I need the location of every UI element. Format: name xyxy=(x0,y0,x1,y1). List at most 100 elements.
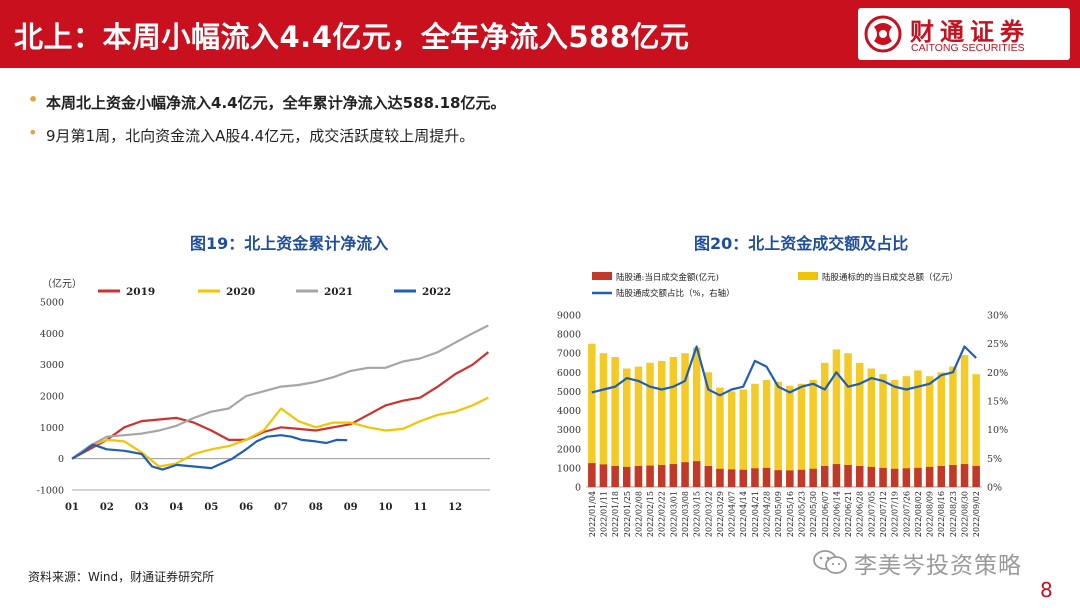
turnover-total-bar xyxy=(797,383,806,487)
x-date-label: 2022/06/21 xyxy=(844,491,853,537)
turnover-total-bar xyxy=(669,357,678,487)
x-date-label: 2022/07/05 xyxy=(867,491,876,537)
legend-label: 陆股通:当日成交金额(亿元) xyxy=(616,272,719,283)
northbound-turnover-bar xyxy=(739,469,747,487)
turnover-total-bar xyxy=(960,355,969,487)
northbound-turnover-bar xyxy=(727,469,736,487)
turnover-total-bar xyxy=(925,376,934,487)
y-unit-label: （亿元） xyxy=(42,277,82,290)
turnover-total-bar xyxy=(972,374,980,487)
turnover-total-bar xyxy=(681,353,689,487)
x-date-label: 2022/03/29 xyxy=(716,491,725,537)
x-date-label: 2022/04/07 xyxy=(728,491,737,537)
x-tick-label: 08 xyxy=(309,502,323,513)
x-tick-label: 05 xyxy=(204,502,218,513)
x-date-label: 2022/09/02 xyxy=(972,491,981,537)
x-date-label: 2022/02/22 xyxy=(658,491,667,537)
y-tick-label: 1000 xyxy=(40,423,64,434)
right-y-tick-label: 20% xyxy=(987,368,1008,379)
left-y-tick-label: 1000 xyxy=(557,463,581,474)
series-line-2020 xyxy=(71,396,489,468)
left-y-tick-label: 7000 xyxy=(557,349,581,360)
left-y-tick-label: 2000 xyxy=(557,444,581,455)
x-date-label: 2022/06/28 xyxy=(856,491,865,537)
x-date-label: 2022/01/25 xyxy=(623,491,632,537)
turnover-total-bar xyxy=(646,362,654,487)
northbound-turnover-bar xyxy=(623,466,631,487)
x-date-label: 2022/03/01 xyxy=(669,491,678,537)
x-date-label: 2022/05/30 xyxy=(809,491,818,537)
left-y-tick-label: 6000 xyxy=(557,368,581,379)
x-tick-label: 10 xyxy=(379,502,393,513)
legend-label: 陆股通标的的当日成交总额（亿元） xyxy=(822,272,958,283)
legend-label-2022: 2022 xyxy=(422,286,451,298)
turnover-total-bar xyxy=(611,357,619,487)
x-tick-label: 07 xyxy=(274,502,288,513)
slide-title: 北上：本周小幅流入4.4亿元，全年净流入588亿元 xyxy=(14,20,690,54)
legend-swatch-bar-yellow xyxy=(798,272,818,280)
bullet-point: 9月第1周，北向资金流入A股4.4亿元，成交活跃度较上周提升。 xyxy=(28,123,505,146)
cumulative-inflow-chart-svg: （亿元） -1000 0 1000 2000 3000 4000 5000 01 02 03 04 05… xyxy=(37,277,490,513)
northbound-turnover-bar xyxy=(809,468,817,487)
caitong-logo-icon xyxy=(864,15,902,53)
x-date-label: 2022/08/02 xyxy=(914,491,923,537)
logo-english-name: CAITONG SECURITIES xyxy=(911,42,1025,54)
x-date-label: 2022/04/28 xyxy=(763,491,772,537)
turnover-chart-svg: 陆股通:当日成交金额(亿元) 陆股通标的的当日成交总额（亿元） 陆股通成交额占比（%… xyxy=(557,272,1008,537)
legend-label-2021: 2021 xyxy=(324,286,353,298)
legend-label: 陆股通成交额占比（%，右轴） xyxy=(616,288,735,299)
left-y-tick-label: 8000 xyxy=(557,330,581,341)
turnover-total-bar xyxy=(658,360,666,487)
x-date-label: 2022/01/18 xyxy=(611,491,620,537)
left-y-tick-label: 9000 xyxy=(557,311,581,322)
northbound-turnover-bar xyxy=(751,468,759,487)
right-y-tick-label: 10% xyxy=(987,425,1008,436)
northbound-turnover-bar xyxy=(588,463,596,487)
turnover-total-bar xyxy=(739,389,747,487)
right-y-tick-label: 30% xyxy=(987,311,1008,322)
turnover-total-bar xyxy=(762,380,771,487)
y-tick-label: -1000 xyxy=(37,486,64,497)
x-tick-label: 06 xyxy=(239,502,253,513)
turnover-total-bar xyxy=(588,343,596,487)
northbound-turnover-bar xyxy=(646,465,654,487)
watermark-text: 李美岑投资策略 xyxy=(854,553,1022,579)
turnover-total-bar xyxy=(856,362,864,487)
right-y-tick-label: 5% xyxy=(987,454,1002,465)
turnover-total-bar xyxy=(890,380,899,487)
x-tick-label: 02 xyxy=(100,502,114,513)
title-bar: 北上：本周小幅流入4.4亿元，全年净流入588亿元 财通证券 CAITONG S… xyxy=(0,0,1080,68)
northbound-turnover-bar xyxy=(704,466,713,487)
x-date-label: 2022/08/30 xyxy=(961,491,970,537)
northbound-turnover-bar xyxy=(599,464,608,487)
x-tick-label: 09 xyxy=(344,502,358,513)
turnover-total-bar xyxy=(832,349,841,487)
legend-swatch-bar-red xyxy=(592,272,612,280)
x-date-label: 2022/05/09 xyxy=(774,491,783,537)
legend-label-2020: 2020 xyxy=(226,286,255,298)
turnover-total-bar xyxy=(786,385,794,487)
northbound-turnover-bar xyxy=(797,469,806,487)
caitong-logo: 财通证券 CAITONG SECURITIES xyxy=(858,8,1070,60)
x-date-label: 2022/08/23 xyxy=(949,491,958,537)
northbound-turnover-bar xyxy=(681,462,689,487)
northbound-turnover-bar xyxy=(716,468,724,487)
northbound-turnover-bar xyxy=(634,466,643,487)
northbound-turnover-bar xyxy=(692,461,701,487)
series-line-2021 xyxy=(71,324,489,460)
northbound-turnover-bar xyxy=(925,466,934,487)
right-y-tick-label: 25% xyxy=(987,339,1008,350)
x-date-label: 2022/07/19 xyxy=(891,491,900,537)
x-date-label: 2022/08/16 xyxy=(937,491,946,537)
turnover-total-bar xyxy=(727,391,736,487)
x-date-label: 2022/04/14 xyxy=(739,491,748,537)
x-date-label: 2022/02/08 xyxy=(634,491,643,537)
northbound-turnover-bar xyxy=(914,467,922,487)
turnover-total-bar xyxy=(774,381,782,487)
turnover-total-bar xyxy=(599,353,608,487)
x-date-label: 2022/01/04 xyxy=(588,491,597,537)
right-y-tick-label: 15% xyxy=(987,397,1008,408)
left-y-tick-label: 0 xyxy=(575,483,581,494)
x-date-label: 2022/02/15 xyxy=(646,491,655,537)
northbound-turnover-bar xyxy=(774,470,782,487)
